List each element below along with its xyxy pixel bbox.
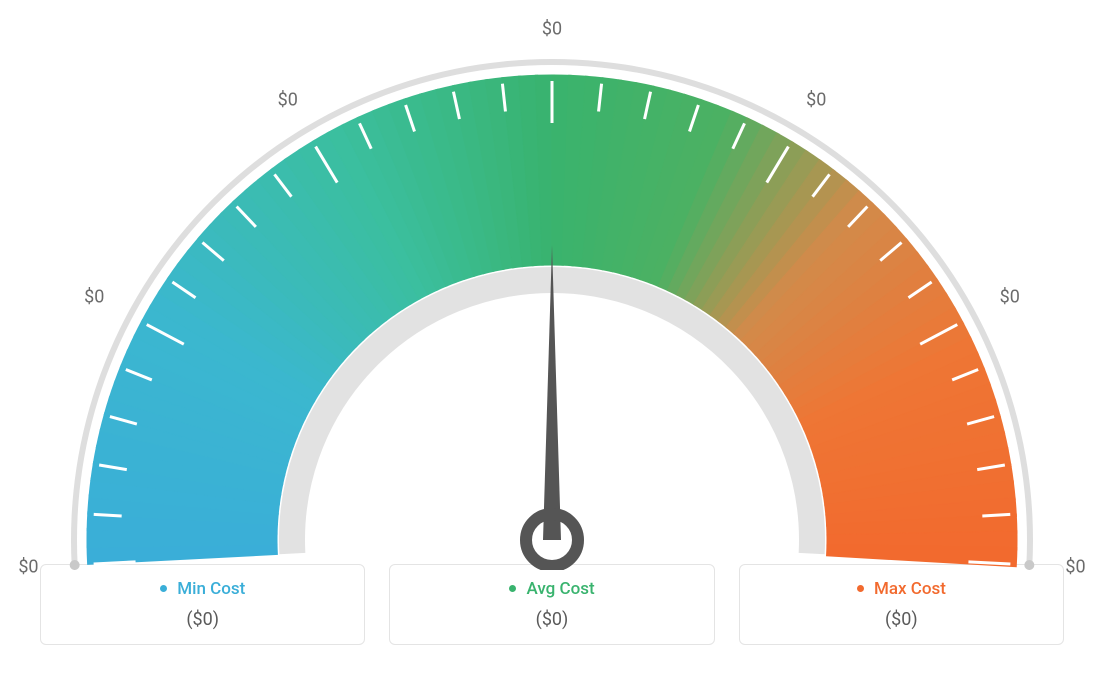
legend-card-min: Min Cost ($0)	[40, 564, 365, 645]
gauge-area: $0$0$0$0$0$0$0	[0, 0, 1104, 560]
legend-value-max: ($0)	[750, 609, 1053, 630]
legend-card-avg: Avg Cost ($0)	[389, 564, 714, 645]
gauge-chart-container: $0 $0 $0 $0 $0 $0 $0 Min Cost ($0) Avg Cost ($…	[0, 0, 1104, 690]
legend-row: Min Cost ($0) Avg Cost ($0) Max Cost ($0…	[0, 564, 1104, 645]
legend-dot-avg	[509, 585, 516, 592]
legend-title-text-max: Max Cost	[874, 579, 946, 599]
legend-title-text-avg: Avg Cost	[527, 579, 595, 599]
gauge-tick-label: $0	[278, 90, 298, 111]
legend-dot-max	[857, 585, 864, 592]
gauge-svg	[0, 0, 1104, 570]
legend-card-max: Max Cost ($0)	[739, 564, 1064, 645]
gauge-tick-label: $0	[18, 557, 38, 578]
gauge-tick-label: $0	[542, 19, 562, 40]
legend-title-max: Max Cost	[750, 579, 1053, 599]
legend-title-min: Min Cost	[51, 579, 354, 599]
legend-value-min: ($0)	[51, 609, 354, 630]
legend-dot-min	[160, 585, 167, 592]
legend-title-avg: Avg Cost	[400, 579, 703, 599]
legend-title-text-min: Min Cost	[177, 579, 245, 599]
legend-value-avg: ($0)	[400, 609, 703, 630]
gauge-tick-label: $0	[1065, 557, 1085, 578]
gauge-tick-label: $0	[806, 90, 826, 111]
gauge-tick-label: $0	[84, 286, 104, 307]
gauge-tick-label: $0	[1000, 286, 1020, 307]
